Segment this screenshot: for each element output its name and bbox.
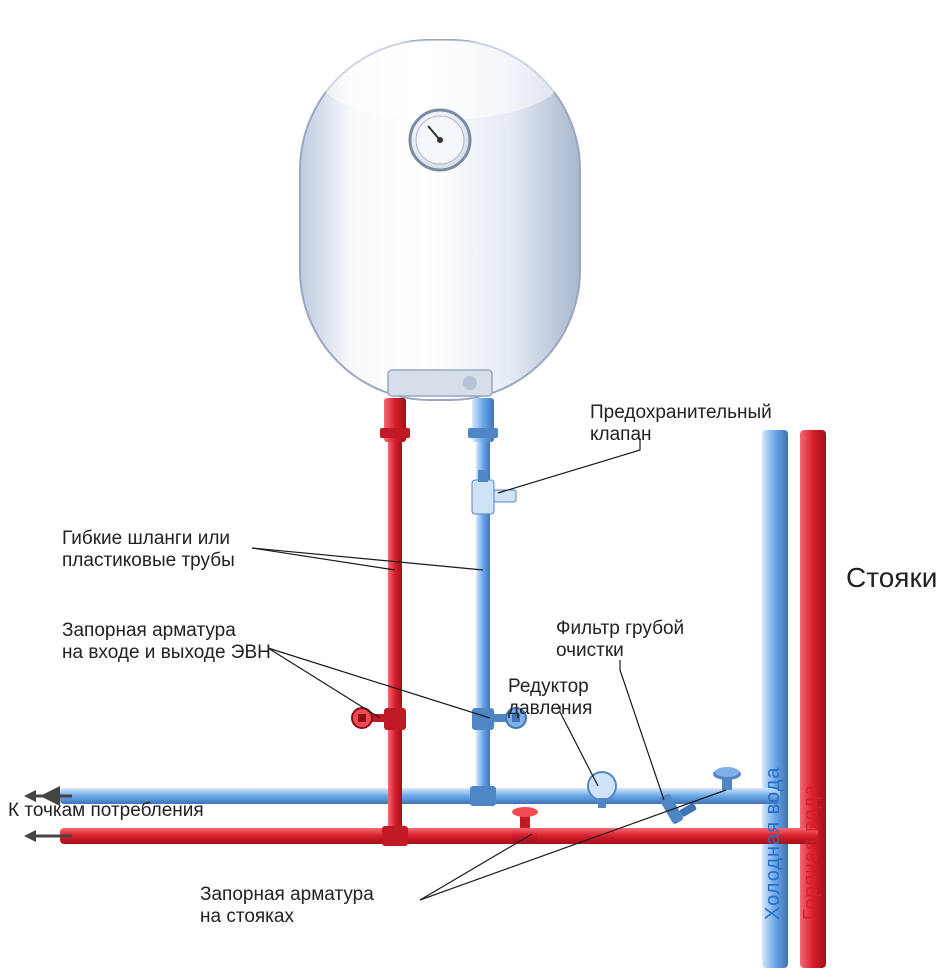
label-pressure-reducer: Редуктор давления — [508, 676, 592, 720]
cold-consumer-valve — [512, 807, 538, 842]
label-safety-valve: Предохранительный клапан — [590, 402, 772, 446]
coarse-filter — [640, 788, 697, 825]
safety-valve — [472, 470, 516, 514]
label-risers: Стояки — [846, 562, 937, 594]
label-cold-water: Холодная вода — [762, 640, 785, 920]
label-hot-water: Горячая вода — [800, 660, 823, 920]
pressure-reducer — [572, 772, 632, 808]
hot-main-horizontal — [60, 828, 818, 844]
water-heater-tank — [300, 40, 580, 442]
hot-outlet-valve — [352, 708, 406, 730]
cold-riser-valve — [712, 767, 742, 804]
label-shutoff-risers: Запорная арматура на стояках — [200, 884, 374, 928]
label-coarse-filter: Фильтр грубой очистки — [556, 618, 684, 662]
label-to-consumers: К точкам потребления — [8, 800, 204, 822]
label-flex-hoses: Гибкие шланги или пластиковые трубы — [62, 528, 235, 572]
hot-outlet-vertical — [388, 440, 402, 838]
label-shutoff-io: Запорная арматура на входе и выходе ЭВН — [62, 620, 271, 664]
